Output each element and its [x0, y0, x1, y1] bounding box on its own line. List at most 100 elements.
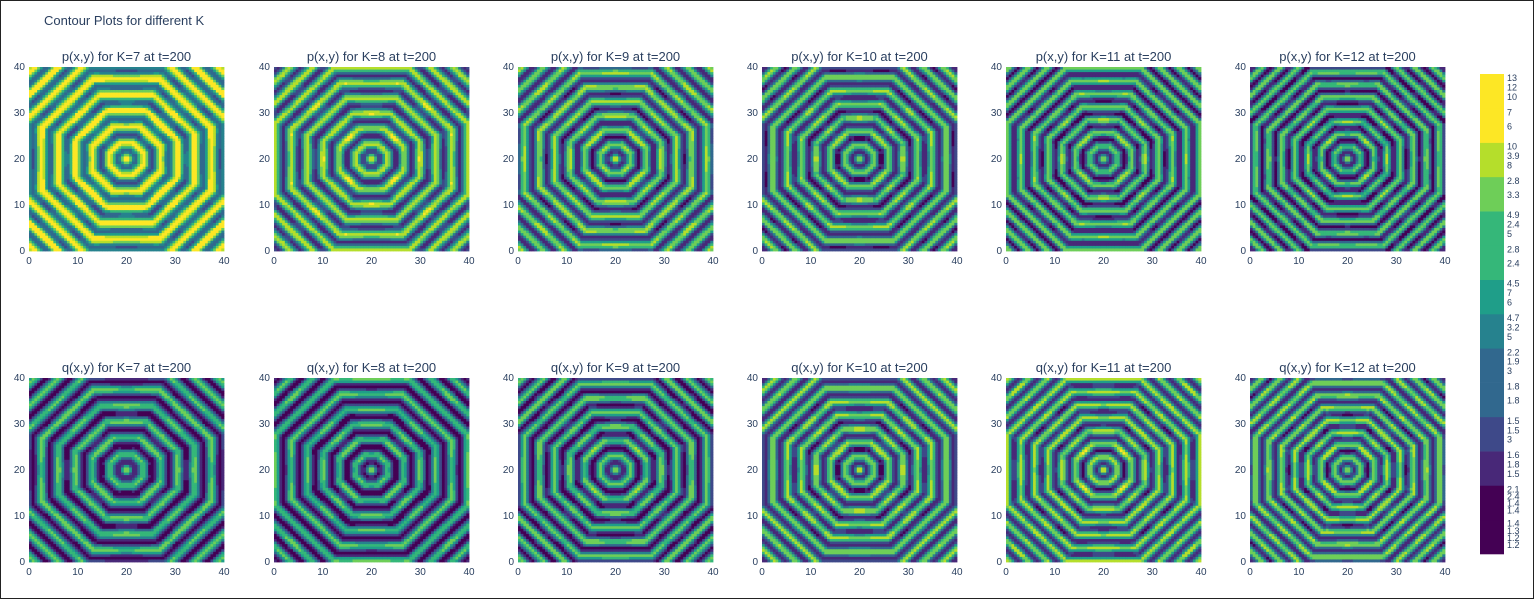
contour-cell — [34, 131, 37, 134]
contour-cell — [40, 177, 43, 180]
contour-cell — [45, 208, 48, 211]
contour-cell — [37, 82, 40, 85]
contour-cell — [34, 93, 37, 96]
contour-cell — [37, 164, 40, 167]
contour-cell — [29, 118, 32, 121]
contour-cell — [34, 246, 37, 249]
contour-cell — [40, 113, 43, 116]
contour-cell — [34, 220, 37, 223]
contour-cell — [43, 123, 46, 126]
contour-cell — [43, 215, 46, 218]
contour-cell — [29, 202, 32, 205]
contour-cell — [37, 243, 40, 246]
contour-cell — [45, 123, 48, 126]
contour-cell — [45, 220, 48, 223]
contour-cell — [37, 197, 40, 200]
contour-cell — [40, 185, 43, 188]
contour-cell — [32, 233, 35, 236]
contour-cell — [32, 139, 35, 142]
contour-cell — [37, 72, 40, 75]
contour-cell — [45, 151, 48, 154]
contour-cell — [32, 133, 35, 136]
contour-cell — [32, 182, 35, 185]
contour-cell — [48, 98, 51, 101]
contour-cell — [34, 179, 37, 182]
contour-cell — [43, 228, 46, 231]
contour-cell — [37, 200, 40, 203]
contour-cell — [32, 136, 35, 139]
contour-cell — [37, 141, 40, 144]
contour-cell — [45, 241, 48, 244]
contour-cell — [40, 77, 43, 80]
contour-cell — [37, 241, 40, 244]
contour-cell — [34, 190, 37, 193]
contour-cell — [34, 208, 37, 211]
contour-cell — [40, 182, 43, 185]
contour-cell — [34, 128, 37, 131]
contour-cell — [43, 126, 46, 129]
contour-cell — [34, 98, 37, 101]
contour-cell — [32, 210, 35, 213]
contour-cell — [43, 164, 46, 167]
contour-cell — [43, 162, 46, 165]
contour-cell — [45, 110, 48, 113]
contour-cell — [43, 118, 46, 121]
contour-cell — [45, 80, 48, 83]
contour-cell — [32, 208, 35, 211]
contour-cell — [43, 110, 46, 113]
contour-cell — [29, 108, 32, 111]
contour-cell — [32, 105, 35, 108]
contour-cell — [43, 154, 46, 157]
contour-cell — [40, 172, 43, 175]
contour-cell — [45, 190, 48, 193]
contour-cell — [40, 210, 43, 213]
contour-cell — [34, 200, 37, 203]
contour-cell — [32, 215, 35, 218]
contour-cell — [48, 100, 51, 103]
contour-cell — [34, 113, 37, 116]
contour-cell — [45, 72, 48, 75]
contour-cell — [29, 236, 32, 239]
contour-cell — [29, 113, 32, 116]
contour-cell — [37, 75, 40, 78]
contour-cell — [45, 77, 48, 80]
contour-cell — [40, 246, 43, 249]
contour-cell — [43, 82, 46, 85]
contour-cell — [43, 144, 46, 147]
contour-cell — [43, 93, 46, 96]
contour-cell — [45, 103, 48, 106]
contour-cell — [29, 67, 32, 70]
contour-cell — [40, 218, 43, 221]
contour-cell — [45, 182, 48, 185]
contour-cell — [29, 233, 32, 236]
contour-cell — [40, 123, 43, 126]
contour-cell — [43, 149, 46, 152]
contour-cell — [37, 146, 40, 149]
contour-cell — [29, 167, 32, 170]
contour-cell — [29, 128, 32, 131]
contour-cell — [43, 105, 46, 108]
contour-cell — [43, 128, 46, 131]
contour-cell — [40, 213, 43, 216]
contour-cell — [32, 146, 35, 149]
contour-cell — [29, 136, 32, 139]
contour-cell — [32, 100, 35, 103]
contour-cell — [34, 146, 37, 149]
contour-cell — [34, 121, 37, 124]
contour-cell — [40, 126, 43, 129]
contour-cell — [34, 82, 37, 85]
contour-cell — [43, 241, 46, 244]
contour-cell — [32, 200, 35, 203]
contour-cell — [40, 133, 43, 136]
contour-cell — [43, 85, 46, 88]
contour-cell — [29, 213, 32, 216]
contour-cell — [32, 80, 35, 83]
contour-cell — [40, 149, 43, 152]
contour-cell — [37, 116, 40, 119]
contour-cell — [29, 197, 32, 200]
contour-cell — [34, 223, 37, 226]
contour-cell — [37, 172, 40, 175]
contour-cell — [48, 72, 51, 75]
contour-cell — [34, 182, 37, 185]
contour-cell — [37, 182, 40, 185]
